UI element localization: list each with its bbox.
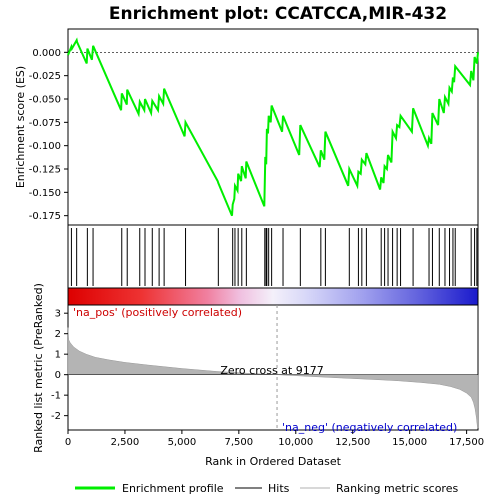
- metric-y-tick-label: 2: [55, 329, 61, 340]
- x-tick-label: 17,500: [449, 437, 484, 448]
- legend-ranking-label: Ranking metric scores: [336, 482, 458, 495]
- zero-cross-label: Zero cross at 9177: [220, 364, 323, 377]
- chart-title: Enrichment plot: CCATCCA,MIR-432: [109, 4, 447, 24]
- x-tick-label: 12,500: [335, 437, 370, 448]
- es-y-tick-label: -0.175: [29, 211, 61, 222]
- x-tick-label: 10,000: [278, 437, 313, 448]
- metric-y-axis: 3 2 1 0 -1 -2: [51, 309, 68, 422]
- es-y-tick-label: 0.000: [32, 48, 61, 59]
- es-y-tick-label: -0.025: [29, 71, 61, 82]
- metric-y-tick-label: -2: [51, 411, 61, 422]
- positive-label: 'na_pos' (positively correlated): [73, 306, 242, 319]
- hit-marks: [70, 228, 478, 286]
- legend-hits-label: Hits: [268, 482, 290, 495]
- es-y-tick-label: -0.075: [29, 118, 61, 129]
- es-y-tick-label: -0.100: [29, 141, 61, 152]
- es-y-axis: 0.000 -0.025 -0.050 -0.075 -0.100 -0.125 -0.15…: [29, 48, 68, 222]
- negative-label: 'na_neg' (negatively correlated): [282, 421, 457, 434]
- x-axis-label: Rank in Ordered Dataset: [205, 455, 342, 468]
- ranking-metric-area: [67, 327, 479, 429]
- metric-y-tick-label: 1: [55, 350, 61, 361]
- es-y-axis-label: Enrichment score (ES): [14, 66, 27, 188]
- enrichment-profile-line: [67, 37, 479, 217]
- hits-panel-frame: [67, 224, 479, 289]
- x-tick-label: 5,000: [168, 437, 197, 448]
- metric-y-axis-label: Ranked list metric (PreRanked): [32, 283, 45, 453]
- es-y-tick-label: -0.125: [29, 165, 61, 176]
- legend: Enrichment profile Hits Ranking metric s…: [75, 482, 458, 495]
- metric-y-tick-label: 3: [55, 309, 61, 320]
- legend-enrichment-label: Enrichment profile: [122, 482, 224, 495]
- x-tick-label: 7,500: [225, 437, 254, 448]
- metric-y-tick-label: 0: [55, 370, 61, 381]
- es-y-tick-label: -0.150: [29, 188, 61, 199]
- metric-y-tick-label: -1: [51, 391, 61, 402]
- x-axis: 0 2,500 5,000 7,500 10,000 12,500 15,000 17,500: [65, 430, 484, 448]
- x-tick-label: 0: [65, 437, 71, 448]
- x-tick-label: 15,000: [392, 437, 427, 448]
- es-panel-frame: [67, 28, 479, 226]
- es-y-tick-label: -0.050: [29, 95, 61, 106]
- rank-color-bar: [67, 287, 479, 306]
- x-tick-label: 2,500: [111, 437, 140, 448]
